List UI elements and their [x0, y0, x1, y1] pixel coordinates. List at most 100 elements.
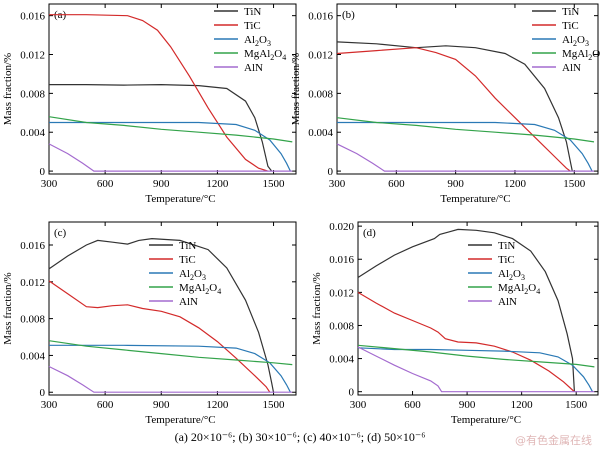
watermark: @有色金属在线: [515, 434, 592, 447]
x-tick-label: 1500: [565, 399, 588, 411]
y-axis-label: Mass fraction/%: [311, 272, 323, 344]
series-line-TiC: [336, 47, 571, 172]
legend-label-TiN: TiN: [179, 240, 196, 252]
x-axis-label: Temperature/°C: [145, 414, 215, 426]
chart-panel-2: 300 600 900 1200 1500 0 0.004 0.008 0.012 0.016 Te…: [290, 3, 600, 205]
series-line-MgAl2O4: [48, 340, 293, 366]
legend-label-MgAl2O4: MgAl2O4: [244, 48, 286, 62]
legend-label-TiN: TiN: [562, 6, 579, 18]
y-tick-label: 0.016: [20, 240, 45, 252]
x-tick-label: 300: [41, 399, 58, 411]
plot-frame: [48, 3, 297, 175]
x-tick-label: 900: [447, 178, 464, 190]
series-line-AlN: [48, 365, 293, 393]
y-tick-label: 0.008: [20, 314, 45, 326]
series-line-Al2O3: [49, 344, 291, 393]
x-tick-label: 1500: [563, 178, 586, 190]
y-tick-label: 0.004: [308, 127, 333, 139]
x-tick-label: 900: [459, 399, 476, 411]
x-tick-label: 1500: [263, 178, 286, 190]
y-tick-label: 0: [40, 387, 46, 399]
y-axis-label: Mass fraction/%: [2, 272, 14, 344]
legend-label-AlN: AlN: [244, 62, 263, 74]
series-line-MgAl2O4: [357, 344, 595, 368]
legend-label-Al2O3: Al2O3: [498, 268, 525, 282]
legend-label-Al2O3: Al2O3: [179, 268, 206, 282]
y-tick-label: 0.016: [329, 254, 354, 266]
panel-label: (b): [342, 9, 355, 21]
figure: 300 600 900 1200 1500 0 0.004 0.008 0.012 0.016 Te…: [2, 3, 600, 426]
series-line-AlN: [357, 346, 595, 393]
legend-label-TiN: TiN: [244, 6, 261, 18]
x-axis-label: Temperature/°C: [145, 193, 215, 205]
y-tick-label: 0.008: [20, 88, 45, 100]
plot-frame: [357, 221, 599, 396]
x-tick-label: 1500: [263, 399, 286, 411]
series-line-TiC: [48, 280, 271, 393]
x-tick-label: 600: [404, 399, 421, 411]
panel-label: (d): [363, 227, 376, 239]
y-tick-label: 0.012: [20, 50, 45, 62]
chart-panel-3: 300 600 900 1200 1500 0 0.004 0.008 0.012 0.016 Te…: [2, 221, 297, 426]
series-line-AlN: [48, 143, 293, 172]
legend-label-MgAl2O4: MgAl2O4: [562, 48, 600, 62]
x-tick-label: 1200: [206, 178, 229, 190]
legend-label-Al2O3: Al2O3: [562, 34, 589, 48]
y-tick-label: 0: [328, 166, 334, 178]
x-axis-label: Temperature/°C: [440, 193, 510, 205]
x-tick-label: 300: [329, 178, 346, 190]
legend-label-TiC: TiC: [498, 254, 515, 266]
legend-label-AlN: AlN: [562, 62, 581, 74]
x-tick-label: 300: [41, 178, 58, 190]
figure-caption: (a) 20×10⁻⁶; (b) 30×10⁻⁶; (c) 40×10⁻⁶; (…: [174, 430, 426, 444]
y-tick-label: 0: [40, 166, 46, 178]
x-tick-label: 1200: [206, 399, 229, 411]
y-tick-label: 0.008: [308, 88, 333, 100]
series-line-TiC: [357, 291, 575, 393]
series-line-MgAl2O4: [48, 116, 293, 143]
x-tick-label: 900: [153, 399, 170, 411]
series-line-AlN: [336, 143, 594, 172]
chart-panel-1: 300 600 900 1200 1500 0 0.004 0.008 0.012 0.016 Te…: [2, 3, 297, 205]
y-tick-label: 0.008: [329, 320, 354, 332]
y-tick-label: 0.012: [329, 287, 354, 299]
legend-label-TiC: TiC: [562, 20, 579, 32]
y-tick-label: 0.004: [20, 127, 45, 139]
legend-label-MgAl2O4: MgAl2O4: [179, 282, 221, 296]
series-line-MgAl2O4: [336, 117, 595, 143]
x-tick-label: 600: [388, 178, 405, 190]
y-axis-label: Mass fraction/%: [2, 53, 14, 125]
y-tick-label: 0.012: [308, 50, 333, 62]
series-line-Al2O3: [337, 121, 593, 172]
series-line-Al2O3: [357, 347, 594, 392]
y-axis-label: Mass fraction/%: [290, 53, 302, 125]
legend-label-TiC: TiC: [179, 254, 196, 266]
x-tick-label: 1200: [511, 399, 534, 411]
series-line-TiN: [48, 237, 275, 393]
x-axis-label: Temperature/°C: [451, 414, 521, 426]
y-tick-label: 0.016: [308, 11, 333, 23]
series-line-Al2O3: [49, 121, 291, 172]
panel-label: (c): [54, 227, 67, 239]
legend-label-MgAl2O4: MgAl2O4: [498, 282, 540, 296]
y-tick-label: 0: [349, 387, 355, 399]
series-line-TiN: [49, 83, 273, 172]
y-tick-label: 0.004: [329, 354, 354, 366]
x-tick-label: 1200: [504, 178, 527, 190]
x-tick-label: 600: [97, 399, 114, 411]
x-tick-label: 300: [350, 399, 367, 411]
y-tick-label: 0.004: [20, 350, 45, 362]
legend-label-TiC: TiC: [244, 20, 261, 32]
plot-frame: [336, 3, 599, 175]
legend-label-AlN: AlN: [498, 296, 517, 308]
plot-frame: [48, 221, 297, 396]
series-line-TiC: [49, 14, 269, 172]
chart-panel-4: 300 600 900 1200 1500 0 0.004 0.008 0.012 0.016 0.…: [311, 221, 599, 426]
x-tick-label: 600: [97, 178, 114, 190]
y-tick-label: 0.020: [329, 221, 354, 233]
x-tick-label: 900: [153, 178, 170, 190]
y-tick-label: 0.016: [20, 11, 45, 23]
series-line-TiN: [357, 228, 575, 392]
legend-label-AlN: AlN: [179, 296, 198, 308]
legend-label-Al2O3: Al2O3: [244, 34, 271, 48]
